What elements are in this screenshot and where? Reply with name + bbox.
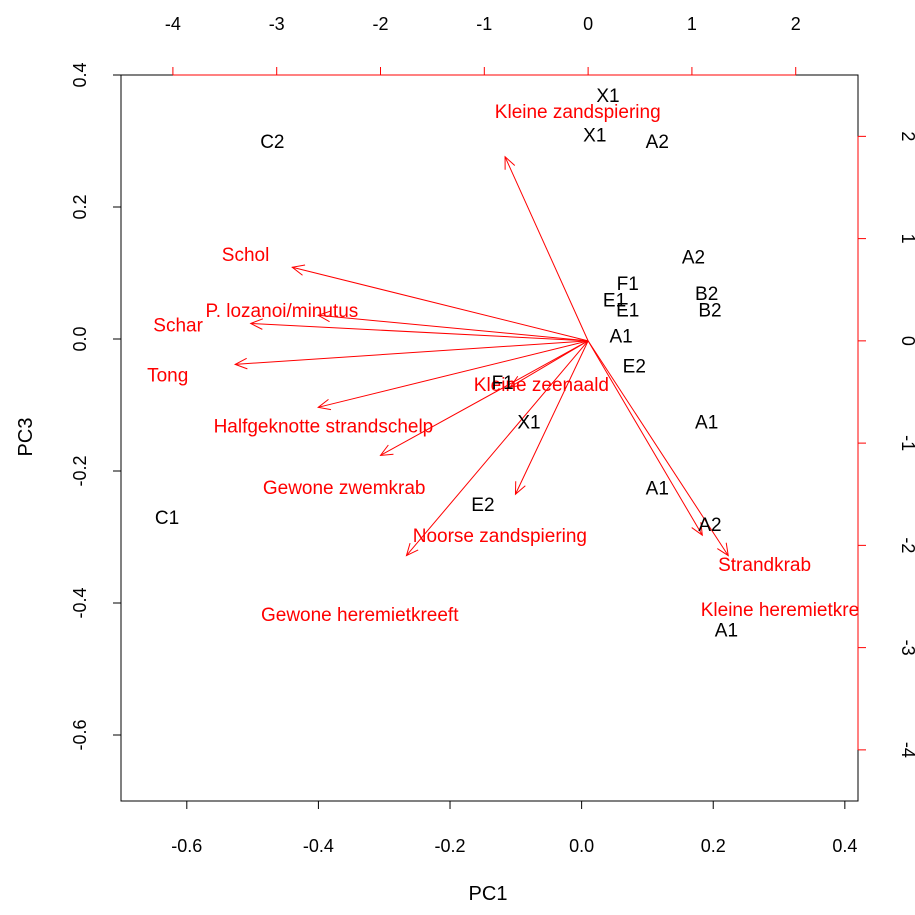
sample-label: C2 [260, 132, 284, 153]
sample-label: F1 [617, 274, 639, 295]
loading-label: Kleine zeenaald [474, 375, 609, 396]
top-tick-label: 0 [583, 14, 593, 34]
loading-arrows: Kleine zandspiering Schol P. lozanoi/minut… [147, 102, 881, 626]
loading-label: Schar [153, 315, 203, 336]
loading-arrow [514, 340, 589, 496]
plot-frame [120, 74, 859, 802]
right-tick-label: -3 [898, 640, 915, 656]
x-tick-label: 0.2 [701, 836, 726, 856]
top-tick-label: -1 [476, 14, 492, 34]
y-axis-right: -4 -3 -2 -1 0 1 2 [857, 131, 915, 758]
sample-label: E1 [603, 290, 626, 311]
sample-label: X1 [596, 86, 619, 107]
loading-arrow [233, 340, 589, 370]
sample-label: X1 [517, 413, 540, 434]
sample-label: A2 [682, 248, 705, 269]
loading-arrow [317, 340, 589, 411]
x-tick-label: -0.4 [303, 836, 334, 856]
sample-label: A2 [646, 132, 669, 153]
y-tick-label: -0.2 [70, 455, 90, 486]
x-axis-top: -4 -3 -2 -1 0 1 2 [165, 14, 801, 76]
right-tick-label: 1 [898, 234, 915, 244]
sample-label: B2 [695, 284, 718, 305]
sample-label: A1 [646, 479, 669, 500]
loading-arrow [504, 155, 589, 342]
sample-label: A1 [715, 620, 738, 641]
sample-label: E1 [616, 300, 639, 321]
right-tick-label: -2 [898, 537, 915, 553]
sample-label: X1 [583, 125, 606, 146]
sample-label: E2 [471, 495, 494, 516]
right-tick-label: -4 [898, 742, 915, 758]
loading-label: Kleine zandspiering [495, 102, 661, 123]
x-tick-label: -0.6 [171, 836, 202, 856]
right-tick-label: 0 [898, 336, 915, 346]
x-tick-label: 0.0 [569, 836, 594, 856]
sample-label: A2 [698, 515, 721, 536]
right-tick-label: -1 [898, 435, 915, 451]
loading-label: Noorse zandspiering [413, 526, 587, 547]
sample-label: E2 [623, 356, 646, 377]
x-tick-label: -0.2 [435, 836, 466, 856]
sample-label: C1 [155, 508, 179, 529]
x-axis-bottom: -0.6 -0.4 -0.2 0.0 0.2 0.4 [171, 800, 857, 856]
loading-label: Gewone zwemkrab [263, 478, 426, 499]
sample-label: A1 [609, 327, 632, 348]
loading-arrow [291, 264, 589, 342]
y-axis-left: -0.6 -0.4 -0.2 0.0 0.2 0.4 [70, 62, 122, 751]
y-tick-label: -0.4 [70, 587, 90, 618]
y-axis-title: PC3 [15, 418, 37, 457]
loading-arrow [587, 340, 729, 557]
loading-arrow [405, 340, 589, 557]
loading-label: Gewone heremietkreeft [261, 605, 459, 626]
loading-arrow [249, 318, 589, 342]
sample-label: A1 [695, 413, 718, 434]
loading-arrow [379, 340, 589, 456]
sample-label: F1 [492, 373, 514, 394]
top-tick-label: 1 [687, 14, 697, 34]
y-tick-label: 0.4 [70, 62, 90, 87]
loading-arrow [587, 340, 703, 537]
loading-label: Tong [147, 366, 188, 387]
top-tick-label: -4 [165, 14, 181, 34]
loading-label: Schol [222, 245, 270, 266]
x-tick-label: 0.4 [832, 836, 857, 856]
right-tick-label: 2 [898, 131, 915, 141]
top-tick-label: -3 [269, 14, 285, 34]
top-tick-label: -2 [372, 14, 388, 34]
loading-label: Halfgeknotte strandschelp [214, 417, 434, 438]
loading-arrow [317, 310, 589, 342]
loading-label: Strandkrab [718, 555, 811, 576]
loading-label: P. lozanoi/minutus [205, 301, 358, 322]
y-tick-label: -0.6 [70, 719, 90, 750]
top-tick-label: 2 [791, 14, 801, 34]
loading-label: Kleine heremietkreeft [701, 600, 881, 621]
sample-label: B2 [698, 300, 721, 321]
y-tick-label: 0.2 [70, 194, 90, 219]
y-tick-label: 0.0 [70, 326, 90, 351]
x-axis-title: PC1 [469, 883, 508, 905]
